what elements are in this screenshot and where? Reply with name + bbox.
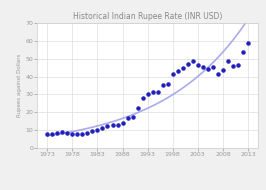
Point	[70, 132, 74, 135]
Point	[80, 133, 85, 136]
Point	[110, 123, 115, 126]
Point	[85, 131, 90, 134]
Point	[126, 117, 130, 120]
Point	[161, 83, 165, 86]
Point	[156, 90, 160, 93]
Point	[221, 69, 225, 72]
Point	[130, 115, 135, 118]
Point	[135, 106, 140, 109]
Point	[140, 96, 145, 99]
Point	[196, 63, 200, 66]
Point	[211, 66, 215, 69]
Point	[236, 63, 240, 66]
Point	[241, 51, 245, 54]
Title: Historical Indian Rupee Rate (INR USD): Historical Indian Rupee Rate (INR USD)	[73, 12, 222, 21]
Point	[90, 130, 94, 133]
Point	[171, 73, 175, 76]
Point	[231, 65, 235, 68]
Point	[176, 70, 180, 73]
Point	[151, 90, 155, 93]
Point	[105, 124, 110, 127]
Point	[100, 126, 105, 129]
Point	[65, 131, 69, 134]
Point	[226, 60, 230, 63]
Point	[75, 132, 80, 135]
Y-axis label: Rupees against Dollars: Rupees against Dollars	[17, 54, 22, 117]
Point	[50, 132, 55, 135]
Point	[60, 131, 64, 134]
Point	[186, 62, 190, 65]
Point	[95, 129, 99, 132]
Point	[201, 66, 205, 69]
Point	[191, 60, 195, 63]
Point	[246, 42, 250, 45]
Point	[165, 82, 170, 86]
Point	[181, 66, 185, 69]
Point	[120, 122, 125, 125]
Point	[216, 73, 220, 76]
Point	[206, 68, 210, 71]
Point	[55, 132, 59, 135]
Point	[146, 92, 150, 95]
Point	[115, 123, 120, 126]
Point	[45, 133, 49, 136]
